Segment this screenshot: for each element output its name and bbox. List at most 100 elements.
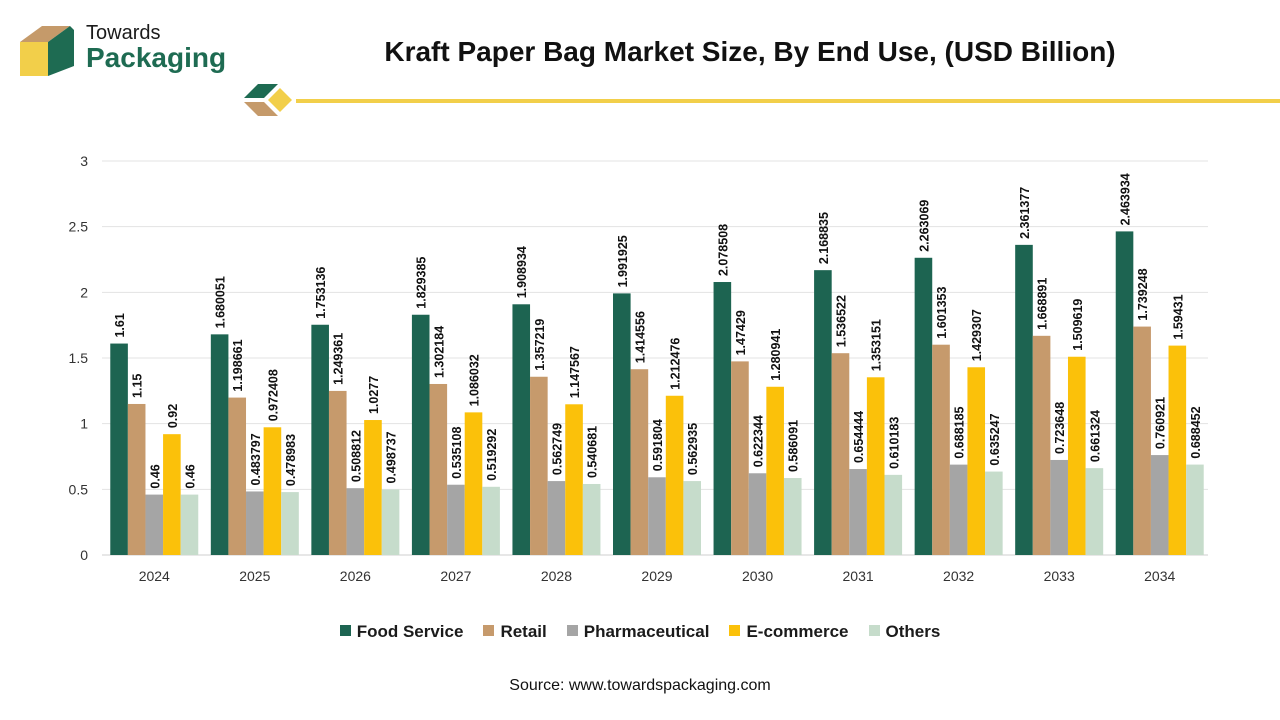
bar-food-service-2029 [613,293,631,555]
bar-retail-2033 [1032,335,1051,555]
bar-food-service-2033 [1015,244,1033,555]
bar-e-commerce-2030 [766,386,784,555]
data-label: 1.414556 [633,311,647,363]
data-label: 1.357219 [533,319,547,371]
bar-retail-2029 [630,369,649,555]
bar-e-commerce-2025 [263,427,282,555]
data-label: 1.147567 [568,346,582,398]
bar-food-service-2028 [512,304,531,555]
data-label: 1.991925 [616,235,630,287]
data-label: 0.723648 [1053,402,1067,454]
bar-pharmaceutical-2030 [748,473,767,555]
legend-swatch [868,625,880,637]
data-label: 0.688452 [1189,406,1203,458]
y-tick-label: 0 [80,547,88,563]
brand-logo: Towards Packaging [16,20,246,84]
legend-swatch [483,625,495,637]
bar-e-commerce-2031 [866,377,885,555]
data-label: 1.601353 [935,287,949,339]
legend-item: Retail [483,622,547,642]
data-label: 0.654444 [852,411,866,463]
data-label: 0.635247 [988,413,1002,465]
bar-others-2034 [1186,464,1204,555]
x-tick-label: 2032 [943,568,974,584]
bar-e-commerce-2026 [364,420,382,555]
data-label: 1.59431 [1171,294,1185,339]
data-label: 0.46 [183,464,197,488]
bar-others-2031 [884,474,903,555]
y-tick-label: 2 [80,284,88,300]
bar-others-2024 [180,494,199,555]
legend-label: Pharmaceutical [583,622,710,641]
legend-item: Pharmaceutical [566,622,710,642]
bar-e-commerce-2024 [163,434,181,555]
data-label: 1.429307 [970,309,984,361]
legend-swatch [729,625,741,637]
bar-others-2026 [381,489,400,555]
x-tick-label: 2031 [843,568,874,584]
data-label: 0.586091 [787,420,801,472]
bar-pharmaceutical-2027 [447,484,465,555]
data-label: 1.280941 [769,329,783,381]
bar-food-service-2024 [110,343,128,555]
data-label: 0.610183 [887,417,901,469]
x-tick-label: 2030 [742,568,773,584]
y-tick-label: 1 [80,416,88,432]
data-label: 0.46 [148,464,162,488]
x-tick-label: 2028 [541,568,572,584]
data-label: 1.198661 [231,339,245,391]
legend-swatch [566,625,578,637]
data-label: 1.753136 [314,267,328,319]
bar-others-2032 [985,471,1003,555]
data-label: 0.562935 [686,423,700,475]
data-label: 1.15 [131,374,145,398]
data-label: 0.661324 [1088,410,1102,462]
x-tick-label: 2024 [139,568,170,584]
title-decoration [244,84,1280,116]
x-tick-label: 2029 [641,568,672,584]
bar-food-service-2027 [411,314,430,555]
bar-e-commerce-2034 [1168,345,1187,555]
bar-pharmaceutical-2025 [246,491,264,555]
x-tick-label: 2033 [1044,568,1075,584]
legend-label: E-commerce [746,622,849,641]
y-tick-label: 1.5 [69,350,89,366]
bar-retail-2024 [127,403,146,555]
bar-pharmaceutical-2031 [849,469,867,555]
data-label: 1.0277 [367,376,381,414]
brand-name-line2: Packaging [86,42,227,73]
bar-food-service-2031 [814,270,832,555]
bar-food-service-2030 [713,282,732,555]
legend-item: E-commerce [729,622,849,642]
bar-others-2028 [582,483,601,555]
bar-e-commerce-2028 [565,404,583,555]
data-label: 2.168835 [817,212,831,264]
data-label: 0.508812 [349,430,363,482]
bar-e-commerce-2032 [967,367,986,555]
data-label: 0.498737 [385,431,399,483]
data-label: 1.086032 [468,354,482,406]
legend-item: Food Service [339,622,463,642]
bar-others-2030 [783,478,802,555]
legend-swatch [339,625,351,637]
bar-e-commerce-2029 [665,395,684,555]
bar-retail-2031 [831,353,850,555]
data-label: 1.212476 [669,338,683,390]
data-label: 2.078508 [716,224,730,276]
bar-retail-2027 [429,383,448,555]
y-tick-label: 2.5 [69,219,89,235]
legend-label: Retail [500,622,547,641]
data-label: 2.361377 [1018,187,1032,239]
bar-food-service-2025 [210,334,229,555]
bar-pharmaceutical-2034 [1150,455,1169,555]
legend-label: Others [885,622,941,641]
data-label: 1.249361 [332,333,346,385]
bar-others-2025 [281,492,299,555]
data-label: 1.668891 [1036,278,1050,330]
data-label: 0.483797 [249,433,263,485]
logo-box-icon [20,26,74,76]
bar-others-2033 [1085,468,1104,555]
data-label: 0.535108 [450,427,464,479]
chart-legend: Food Service Retail Pharmaceutical E-commer… [0,622,1280,642]
